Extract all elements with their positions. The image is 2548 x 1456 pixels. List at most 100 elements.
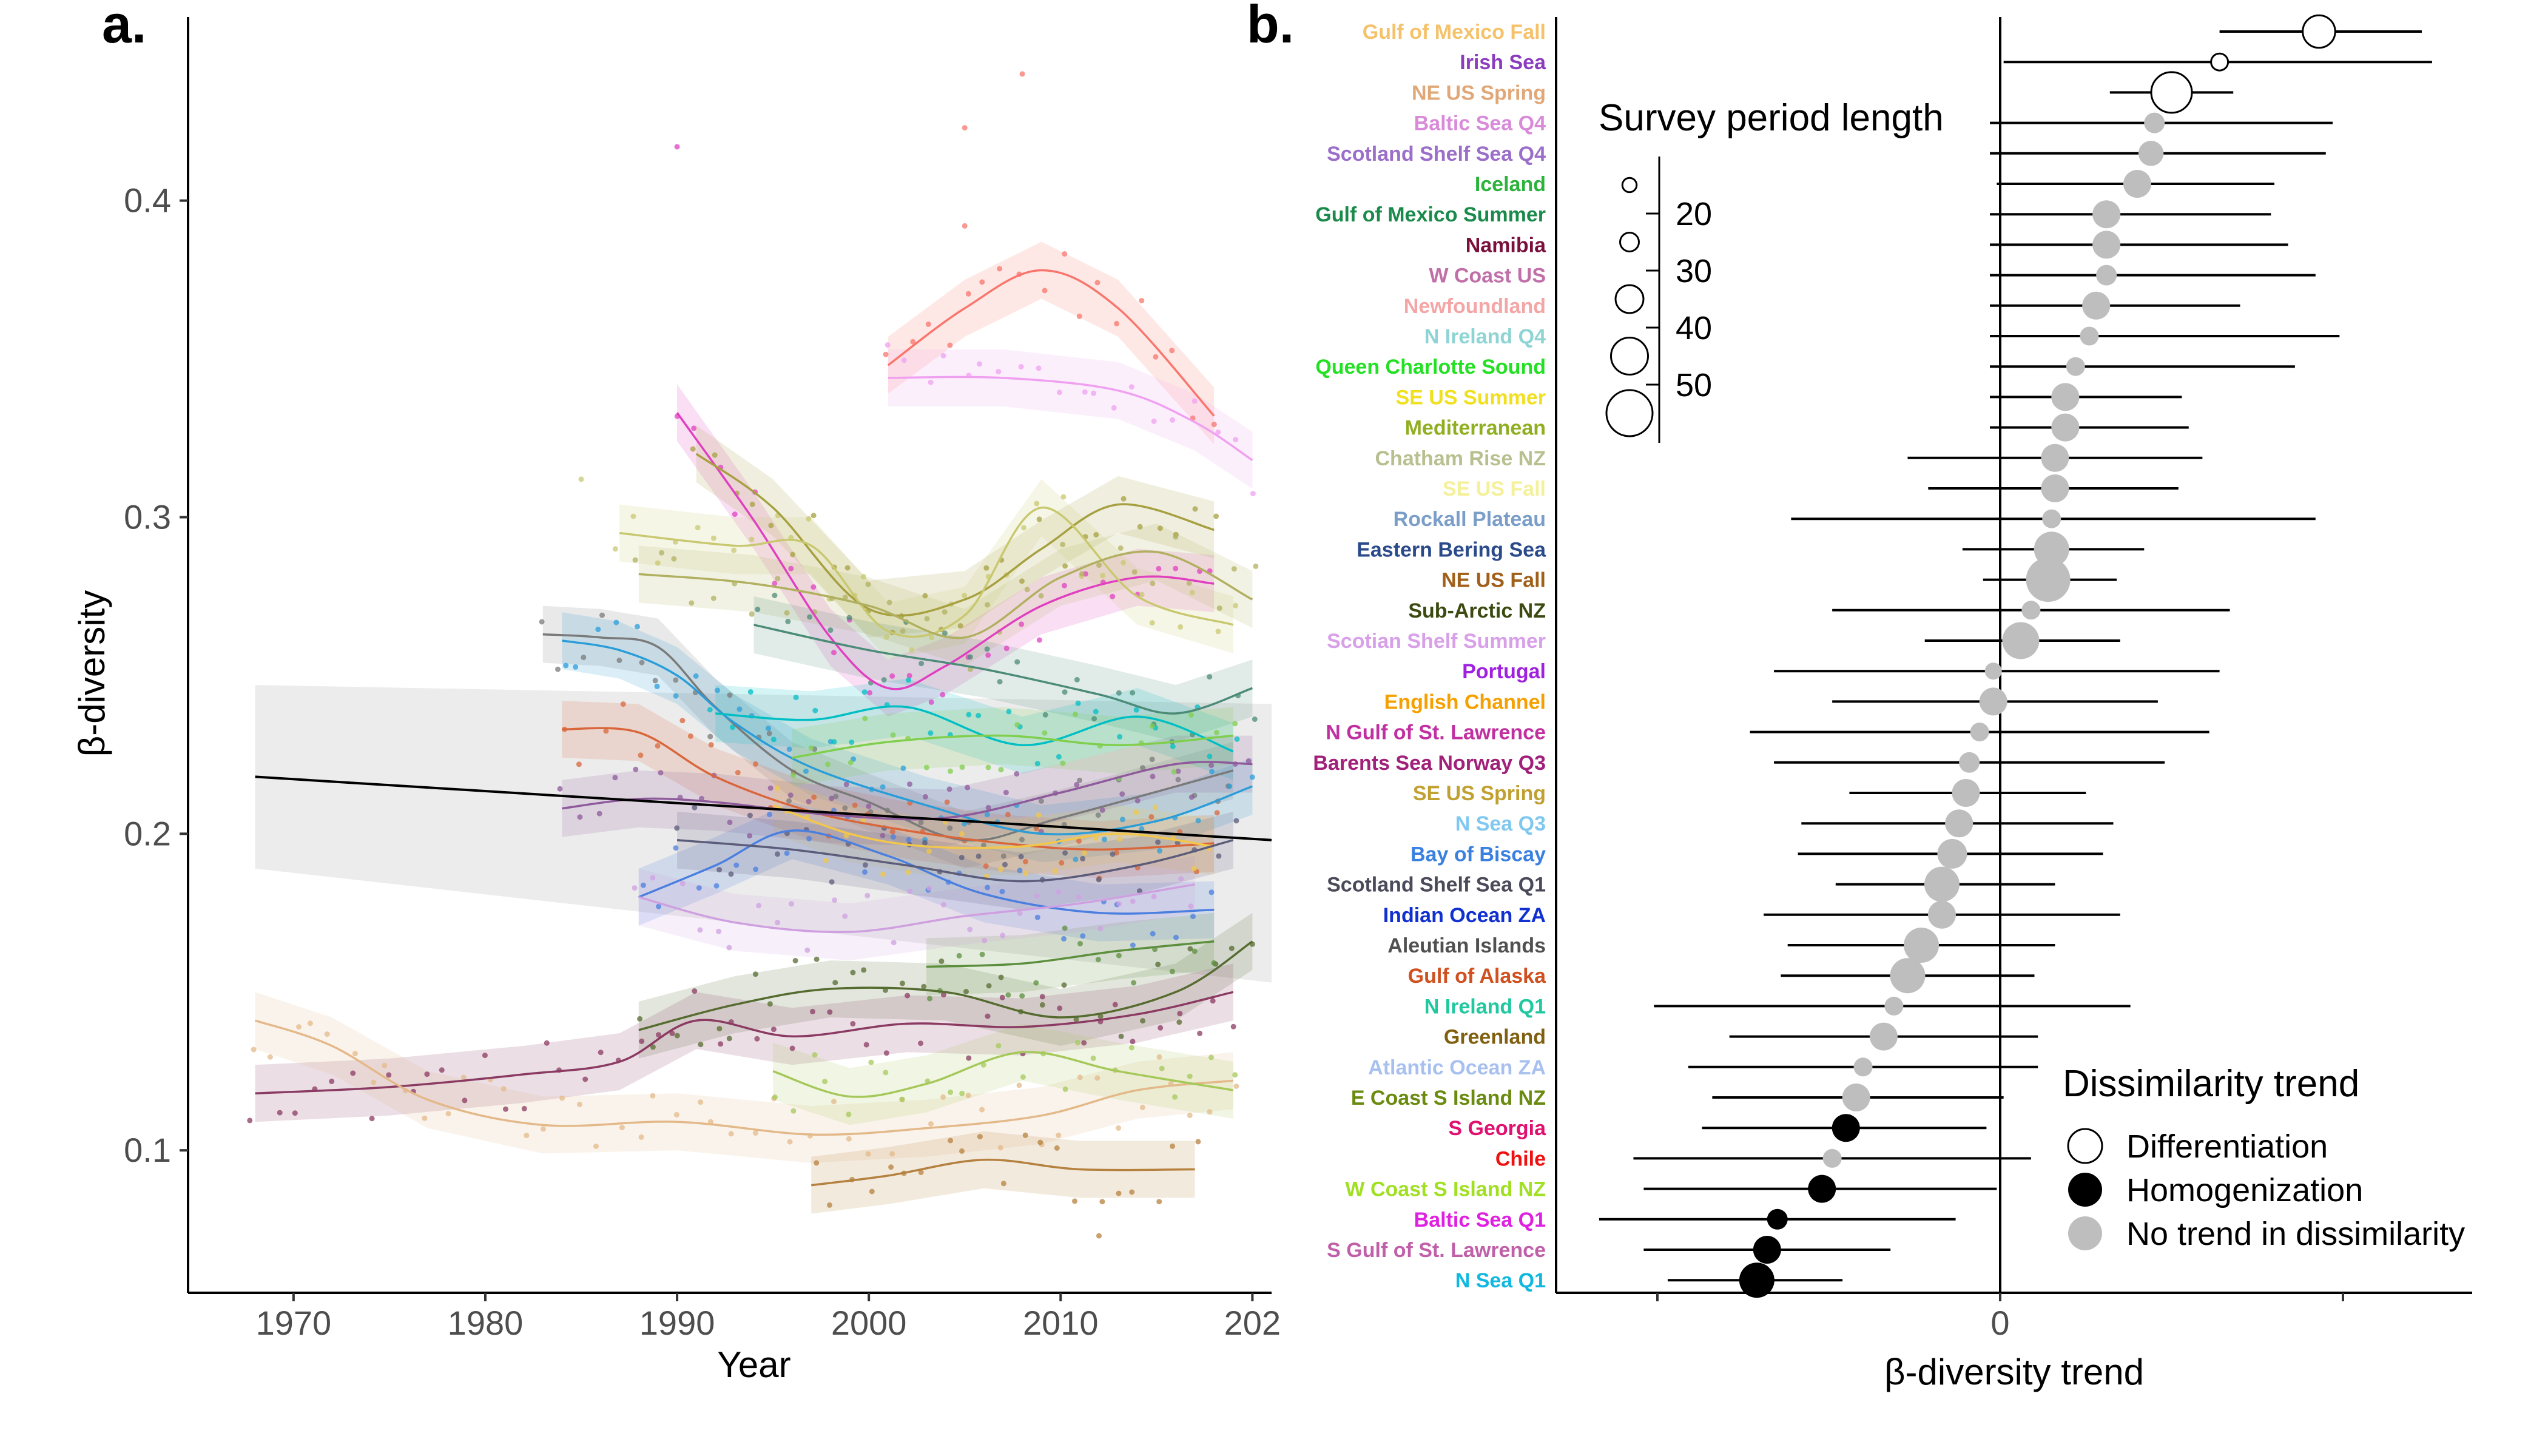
series-2-point: [940, 692, 946, 698]
series-17-point: [307, 1020, 313, 1026]
series-7-ribbon: [542, 605, 1233, 869]
series-8-point: [1249, 774, 1255, 780]
series-8-point: [613, 619, 619, 625]
region-point: [1808, 1175, 1836, 1203]
series-22-point: [829, 879, 835, 885]
series-2-point: [772, 581, 778, 587]
series-2-point: [1173, 565, 1179, 571]
series-7-point: [639, 659, 645, 666]
series-9-point: [861, 689, 868, 695]
series-17-point: [831, 1099, 837, 1105]
series-8-point: [1119, 817, 1125, 823]
size-legend-label: 30: [1676, 253, 1712, 289]
region-label: Iceland: [1475, 173, 1546, 196]
outlier-point: [1019, 71, 1025, 77]
y-tick-label: 0.4: [124, 181, 171, 220]
series-9-point: [1075, 700, 1081, 706]
series-17-point: [593, 1144, 599, 1149]
series-14-point: [1017, 868, 1023, 874]
series-0-point: [1114, 320, 1120, 326]
series-21-point: [1000, 932, 1006, 939]
series-2-point: [691, 425, 697, 431]
series-10-point: [638, 752, 644, 758]
series-6-point: [881, 677, 887, 683]
series-18-point: [1232, 1072, 1238, 1078]
series-11-point: [1245, 758, 1252, 764]
series-20-point: [979, 951, 985, 957]
series-18-point: [883, 1070, 889, 1076]
panel-a: a. 1970 1980 1990 2000 2010 202 0.10.20.30.4 …: [72, 0, 1281, 1385]
region-point: [1937, 838, 1967, 869]
series-13-point: [998, 866, 1004, 872]
region-point: [2041, 443, 2069, 472]
series-18-point: [1090, 1055, 1096, 1061]
series-18-point: [1020, 1074, 1026, 1080]
region-label: English Channel: [1384, 690, 1546, 713]
series-18-point: [868, 1059, 874, 1065]
series-20-point: [1131, 980, 1137, 986]
series-11-point: [727, 820, 733, 826]
series-14-point: [999, 889, 1005, 895]
series-7-point: [766, 730, 772, 736]
region-point: [1979, 687, 2007, 716]
series-2-point: [811, 584, 817, 590]
series-17-point: [1139, 1104, 1145, 1110]
series-19-point: [959, 1148, 965, 1154]
series-8-point: [1209, 769, 1215, 775]
series-20-point: [1169, 968, 1175, 974]
series-9-point: [1034, 761, 1040, 767]
series-16-point: [770, 1026, 777, 1033]
series-8-ribbon: [562, 612, 1253, 863]
region-label: N Sea Q1: [1455, 1269, 1546, 1292]
series-15-point: [1118, 1033, 1124, 1039]
series-6-point: [918, 661, 925, 667]
series-15-point: [674, 1033, 680, 1039]
series-15-point: [986, 983, 992, 989]
series-13-point: [1152, 804, 1158, 811]
series-17-line: [255, 1019, 1233, 1136]
region-point: [2302, 14, 2336, 49]
series-11-point: [1150, 774, 1156, 780]
series-4-point: [630, 513, 636, 519]
series-20-point: [956, 952, 962, 959]
series-3-point: [1093, 532, 1099, 538]
series-7-point: [1140, 765, 1145, 771]
region-label: Scotland Shelf Sea Q1: [1327, 874, 1546, 897]
region-label: NE US Fall: [1441, 569, 1546, 592]
region-point: [1884, 996, 1904, 1016]
series-4-point: [1189, 590, 1195, 596]
series-1-point: [1233, 437, 1239, 443]
series-17-point: [979, 1107, 985, 1113]
series-21-point: [864, 892, 871, 898]
series-19-point: [826, 1202, 832, 1208]
series-17-point: [1056, 1132, 1062, 1138]
series-11-point: [612, 775, 618, 781]
region-point: [1927, 900, 1956, 929]
region-label: Greenland: [1444, 1026, 1546, 1049]
series-14-point: [1130, 942, 1136, 948]
series-8-point: [962, 821, 968, 827]
series-16-point: [789, 1045, 795, 1051]
region-label: Gulf of Mexico Fall: [1363, 21, 1546, 44]
series-10-point: [1005, 812, 1011, 818]
series-16-point: [292, 1110, 298, 1116]
series-7-point: [1077, 777, 1083, 783]
series-15-point: [939, 958, 945, 964]
series-13-point: [1093, 835, 1099, 841]
series-18-point: [1128, 1045, 1134, 1051]
series-7-point: [707, 733, 713, 740]
series-19-point: [1072, 1198, 1077, 1204]
series-15-point: [1140, 1018, 1146, 1024]
region-label: Irish Sea: [1460, 51, 1546, 74]
series-3-point: [1213, 513, 1219, 519]
series-11-line: [562, 761, 1253, 821]
series-2-point: [906, 673, 912, 679]
series-19-point: [977, 1134, 983, 1140]
region-point: [1822, 1148, 1842, 1168]
series-7-point: [1019, 837, 1025, 843]
series-22-point: [1110, 851, 1116, 857]
series-11-point: [658, 770, 664, 776]
series-7-point: [539, 619, 545, 625]
series-13-point: [1191, 866, 1197, 872]
series-17-point: [352, 1051, 358, 1057]
